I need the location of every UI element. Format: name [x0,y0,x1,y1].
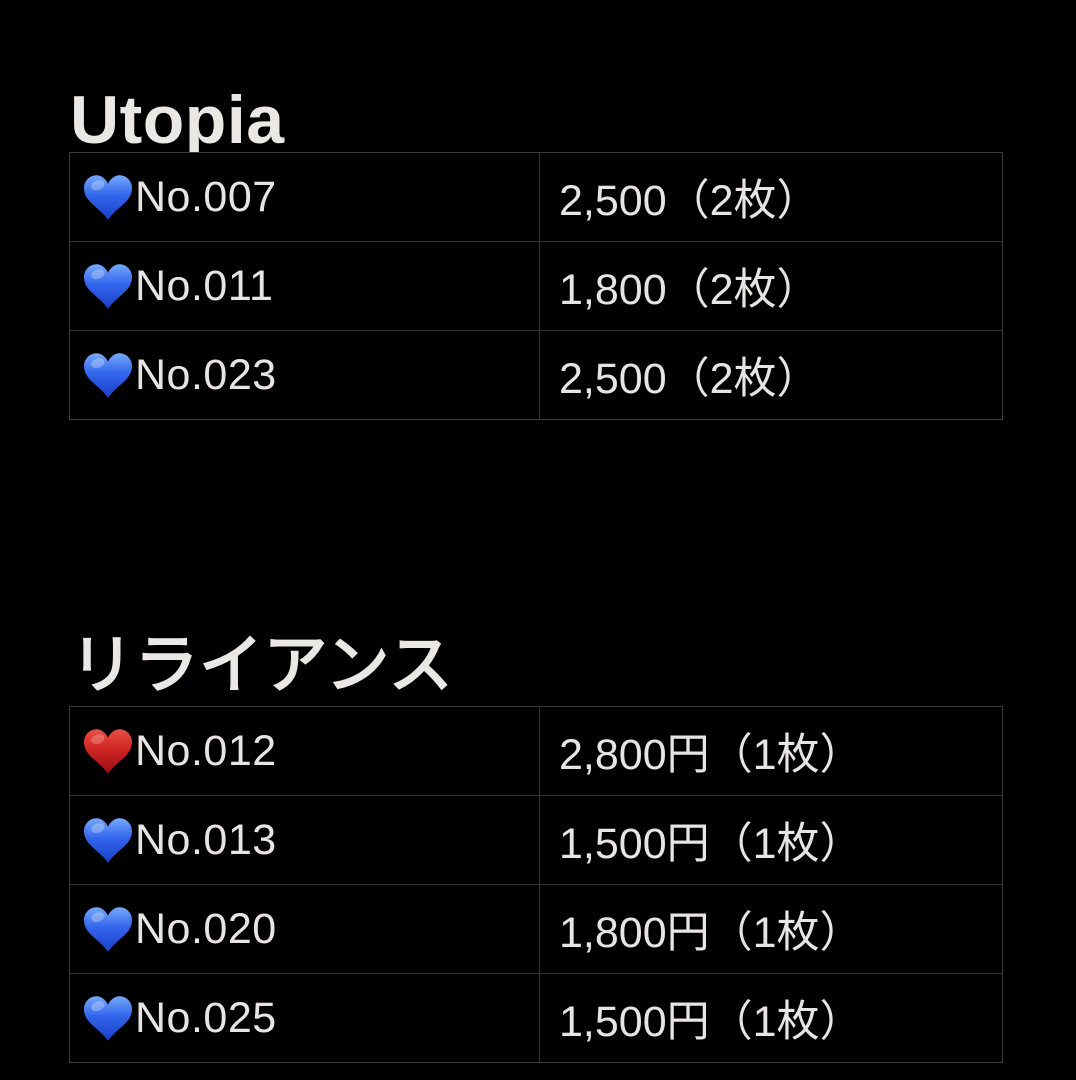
item-number: No.020 [135,904,277,953]
price-cell: 2,800円（1枚） [540,707,1002,795]
item-number: No.025 [135,993,277,1042]
table-row: No.007 2,500（2枚） [70,153,1002,241]
item-number: No.023 [135,350,277,399]
blue-heart-icon [84,818,132,863]
item-cell: No.025 [70,974,540,1062]
price-text: 2,800円（1枚） [559,731,863,779]
item-cell: No.011 [70,242,540,330]
price-text: 1,800（2枚） [559,266,820,314]
price-cell: 2,500（2枚） [540,331,1002,419]
table-row: No.020 1,800円（1枚） [70,884,1002,973]
item-number: No.013 [135,815,277,864]
item-cell: No.023 [70,331,540,419]
price-cell: 2,500（2枚） [540,153,1002,241]
item-number: No.012 [135,726,277,775]
table-row: No.013 1,500円（1枚） [70,795,1002,884]
price-text: 1,500円（1枚） [559,998,863,1046]
item-number: No.011 [135,261,274,310]
item-cell: No.020 [70,885,540,973]
item-cell: No.012 [70,707,540,795]
item-cell: No.007 [70,153,540,241]
price-cell: 1,500円（1枚） [540,796,1002,884]
price-cell: 1,500円（1枚） [540,974,1002,1062]
table-row: No.012 2,800円（1枚） [70,707,1002,795]
blue-heart-icon [84,907,132,952]
price-cell: 1,800円（1枚） [540,885,1002,973]
blue-heart-icon [84,353,132,398]
price-text: 1,500円（1枚） [559,820,863,868]
section-title-utopia: Utopia [70,81,285,158]
table-row: No.025 1,500円（1枚） [70,973,1002,1062]
price-table-utopia: No.007 2,500（2枚） No.011 1,800（2枚） [69,152,1003,420]
price-text: 2,500（2枚） [559,355,820,403]
blue-heart-icon [84,175,132,220]
price-table-reliance: No.012 2,800円（1枚） No.013 1,500円（1枚） [69,706,1003,1063]
section-title-reliance: リライアンス [70,628,454,701]
table-row: No.011 1,800（2枚） [70,241,1002,330]
price-text: 2,500（2枚） [559,177,820,225]
red-heart-icon [84,729,132,774]
item-number: No.007 [135,172,277,221]
price-text: 1,800円（1枚） [559,909,863,957]
blue-heart-icon [84,996,132,1041]
table-row: No.023 2,500（2枚） [70,330,1002,419]
item-cell: No.013 [70,796,540,884]
blue-heart-icon [84,264,132,309]
price-cell: 1,800（2枚） [540,242,1002,330]
